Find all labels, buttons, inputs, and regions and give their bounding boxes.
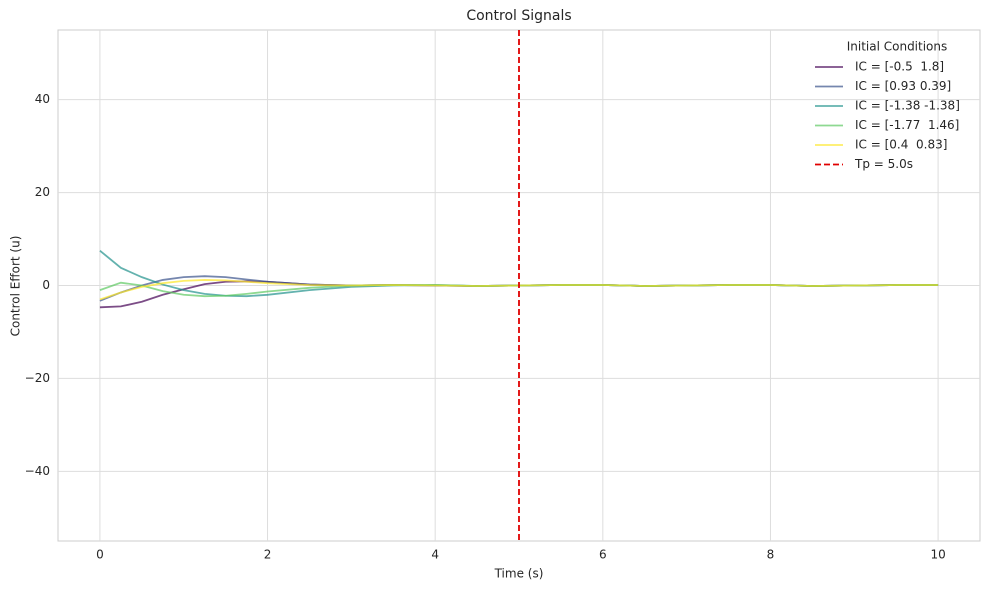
x-tick-label: 2 — [264, 548, 272, 562]
legend-label: IC = [0.93 0.39] — [855, 79, 951, 93]
series-line — [99, 279, 939, 301]
legend-label: IC = [-1.77 1.46] — [855, 118, 959, 132]
legend-label: Tp = 5.0s — [854, 157, 913, 171]
x-tick-label: 0 — [96, 548, 104, 562]
legend-label: IC = [-0.5 1.8] — [855, 60, 944, 74]
y-tick-label: −40 — [25, 464, 50, 478]
y-axis-label: Control Effort (u) — [9, 236, 23, 337]
legend-title: Initial Conditions — [847, 40, 948, 54]
legend: Initial Conditions IC = [-0.5 1.8] IC = [0… — [815, 40, 960, 171]
y-tick-label: 0 — [42, 278, 50, 292]
y-tick-label: 20 — [35, 185, 50, 199]
chart-title: Control Signals — [466, 8, 571, 24]
x-tick-label: 4 — [431, 548, 439, 562]
x-tick-label: 6 — [599, 548, 607, 562]
legend-label: IC = [0.4 0.83] — [855, 138, 947, 152]
x-axis-label: Time (s) — [494, 567, 544, 581]
legend-label: IC = [-1.38 -1.38] — [855, 99, 960, 113]
y-tick-label: 40 — [35, 92, 50, 106]
x-tick-label: 8 — [767, 548, 775, 562]
y-tick-label: −20 — [25, 371, 50, 385]
x-tick-label: 10 — [930, 548, 945, 562]
